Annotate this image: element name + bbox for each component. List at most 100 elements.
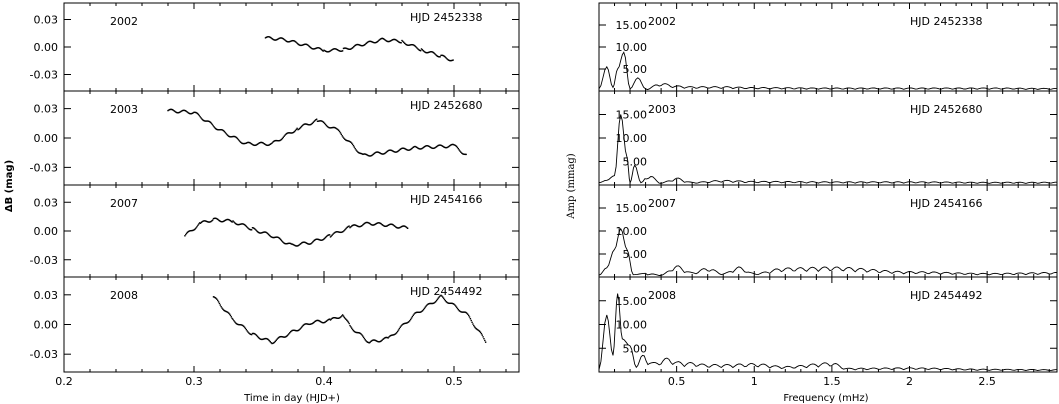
data-point: [278, 237, 281, 240]
data-point: [257, 231, 260, 234]
data-point: [402, 147, 404, 149]
data-point: [335, 317, 337, 319]
data-point: [235, 136, 238, 139]
data-point: [253, 144, 255, 146]
data-point: [283, 38, 285, 41]
data-point: [372, 224, 374, 226]
y-tick-label: 0.03: [34, 14, 59, 27]
data-point: [186, 231, 189, 234]
data-point: [418, 49, 420, 51]
data-point: [286, 334, 288, 337]
data-point: [388, 149, 390, 152]
x-tick-label: 0.4: [315, 375, 333, 388]
data-point: [375, 151, 377, 154]
data-point: [412, 44, 415, 46]
data-point: [335, 317, 338, 319]
data-point: [306, 242, 308, 244]
data-point: [191, 112, 193, 115]
data-point: [310, 123, 312, 126]
data-point: [300, 44, 302, 47]
data-point: [355, 44, 357, 46]
data-point: [220, 128, 222, 131]
data-point: [260, 141, 262, 144]
data-point: [329, 127, 331, 129]
data-point: [306, 242, 309, 245]
data-point: [430, 51, 433, 53]
data-point: [232, 220, 234, 222]
data-point: [397, 329, 400, 331]
data-point: [291, 40, 293, 42]
data-point: [382, 153, 384, 155]
data-point: [350, 48, 352, 50]
data-point: [328, 234, 331, 236]
data-point: [341, 231, 343, 233]
data-point: [286, 41, 289, 43]
data-point: [364, 339, 366, 341]
data-point: [207, 221, 209, 223]
data-point: [365, 340, 367, 342]
data-point: [369, 155, 371, 157]
data-point: [422, 309, 424, 312]
data-point: [345, 139, 348, 142]
data-point: [410, 148, 413, 150]
data-point: [404, 322, 407, 324]
data-point: [367, 221, 369, 224]
data-point: [298, 44, 301, 46]
data-point: [344, 47, 346, 49]
data-point: [341, 315, 343, 317]
data-point: [389, 149, 391, 151]
data-point: [436, 145, 439, 147]
data-point: [305, 43, 307, 45]
data-point: [431, 51, 434, 53]
data-point: [427, 51, 429, 54]
data-point: [282, 241, 284, 243]
data-point: [327, 234, 329, 237]
data-point: [229, 314, 232, 317]
data-point: [267, 233, 270, 236]
data-point: [319, 48, 322, 50]
data-point: [393, 224, 395, 227]
data-point: [395, 39, 397, 41]
data-point: [225, 132, 227, 135]
data-point: [338, 50, 340, 52]
data-point: [326, 51, 329, 53]
data-point: [353, 224, 355, 226]
data-point: [370, 40, 373, 43]
data-point: [304, 123, 306, 125]
data-point: [195, 111, 197, 114]
data-point: [434, 147, 436, 149]
data-point: [424, 145, 427, 147]
data-point: [436, 298, 439, 300]
data-point: [398, 41, 401, 44]
data-point: [361, 225, 363, 227]
data-point: [222, 129, 225, 132]
data-point: [244, 327, 247, 330]
data-point: [422, 146, 425, 149]
data-point: [309, 46, 312, 49]
data-point: [224, 131, 226, 134]
data-point: [376, 222, 378, 224]
data-point: [385, 336, 388, 339]
data-point: [441, 54, 443, 56]
data-point: [297, 244, 299, 247]
data-point: [266, 338, 268, 340]
data-point: [454, 304, 456, 306]
data-point: [280, 37, 282, 39]
data-point: [419, 49, 422, 52]
data-point: [370, 155, 372, 157]
data-point: [408, 44, 410, 46]
data-point: [360, 152, 362, 155]
data-point: [341, 314, 344, 316]
data-point: [169, 108, 171, 111]
data-point: [435, 300, 437, 303]
data-point: [390, 149, 393, 152]
data-point: [278, 37, 280, 40]
y-tick-label: 15.00: [616, 19, 648, 32]
data-point: [403, 225, 405, 227]
data-point: [275, 39, 278, 41]
data-point: [291, 132, 293, 134]
data-point: [461, 311, 463, 313]
data-point: [293, 40, 296, 42]
data-point: [241, 324, 243, 326]
data-point: [209, 221, 211, 223]
